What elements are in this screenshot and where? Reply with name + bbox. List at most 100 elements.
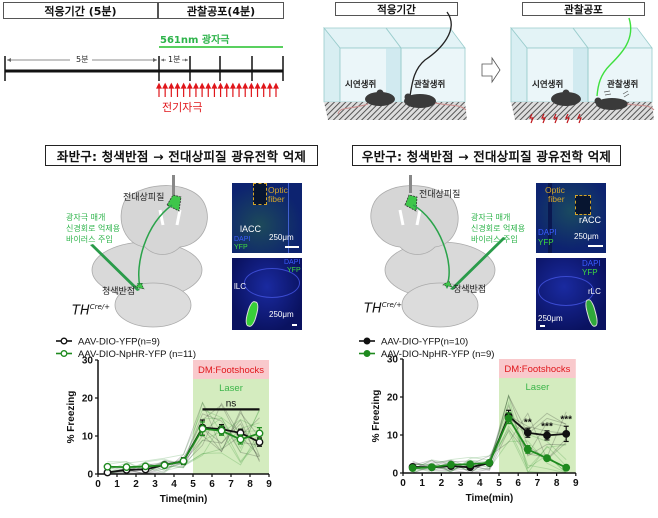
svg-text:10: 10 — [387, 431, 399, 442]
svg-text:3: 3 — [458, 478, 464, 489]
optic-fiber-label: fiber — [268, 194, 285, 204]
svg-text:7: 7 — [228, 479, 234, 490]
setup-observation-header: 관찰공포 — [522, 2, 645, 16]
dapi-label: DAPI — [284, 259, 301, 266]
virus-label-line: 바이러스 주입 — [471, 235, 518, 244]
dapi-label: DAPI — [582, 259, 601, 268]
svg-text:9: 9 — [266, 479, 272, 490]
one-min-label: 1분 — [167, 54, 182, 65]
svg-text:7: 7 — [535, 478, 541, 489]
left-acc-micrograph: Optic fiber lACC DAPI YFP 250μm — [232, 183, 302, 253]
phase-observation-header: 관찰공포(4분) — [158, 2, 284, 19]
svg-text:***: *** — [560, 414, 572, 425]
genotype-superscript: Cre/+ — [89, 303, 111, 311]
svg-text:***: *** — [541, 421, 553, 432]
footshock-icons — [529, 113, 582, 124]
svg-text:% Freezing: % Freezing — [371, 390, 382, 443]
shock-label: 전기자극 — [162, 101, 203, 114]
svg-text:0: 0 — [400, 478, 406, 489]
region-label: rACC — [579, 215, 601, 225]
demonstrator-label-adaptation: 시연생쥐 — [345, 80, 377, 90]
svg-text:ns: ns — [226, 398, 237, 409]
region-label: rLC — [588, 287, 601, 296]
yfp-label: YFP — [287, 267, 301, 274]
svg-text:0: 0 — [95, 479, 101, 490]
right-lc-micrograph: DAPI YFP rLC 250μm — [536, 258, 606, 330]
svg-text:6: 6 — [209, 479, 215, 490]
virus-label-line: 신경회로 억제용 — [66, 224, 121, 233]
optic-fiber-label: fiber — [548, 194, 565, 204]
left-lc-label: 청색반점 — [102, 287, 136, 297]
svg-text:0: 0 — [392, 469, 398, 480]
svg-text:20: 20 — [387, 393, 399, 404]
svg-text:4: 4 — [477, 478, 483, 489]
svg-text:8: 8 — [554, 478, 560, 489]
svg-text:DM:Footshocks: DM:Footshocks — [504, 364, 570, 375]
demonstrator-label-observation: 시연생쥐 — [532, 80, 564, 90]
dapi-label: DAPI — [234, 236, 251, 243]
observer-label-observation: 관찰생쥐 — [607, 80, 639, 90]
svg-text:AAV-DIO-NpHR-YFP (n=11): AAV-DIO-NpHR-YFP (n=11) — [78, 349, 196, 360]
virus-label-line: 광자극 매개 — [471, 213, 511, 222]
dapi-label: DAPI — [538, 228, 557, 237]
laser-stim-label: 561nm 광자극 — [160, 35, 230, 46]
svg-text:Laser: Laser — [526, 382, 550, 393]
svg-text:1: 1 — [419, 478, 425, 489]
scale-bar — [540, 325, 545, 327]
setup-adaptation-header: 적응기간 — [335, 2, 458, 16]
genotype-superscript: Cre/+ — [381, 301, 403, 309]
yfp-label: YFP — [582, 268, 598, 277]
svg-text:6: 6 — [515, 478, 521, 489]
svg-text:5: 5 — [190, 479, 196, 490]
left-freezing-chart: DM:Footshocks Laser 0 1 2 3 4 5 6 7 8 9 0 10 20 30 Time(… — [56, 337, 272, 505]
right-acc-micrograph: Optic fiber rACC DAPI YFP 250μm — [536, 183, 606, 253]
svg-text:Laser: Laser — [219, 383, 243, 394]
svg-text:0: 0 — [87, 470, 93, 481]
genotype-text: TH — [364, 301, 382, 317]
left-hemisphere-title: 좌반구: 청색반점 → 전대상피질 광유전학 억제 — [45, 145, 318, 166]
svg-text:1: 1 — [114, 479, 120, 490]
left-brain-schematic — [90, 175, 208, 328]
region-label: lACC — [240, 224, 262, 234]
svg-text:2: 2 — [133, 479, 139, 490]
scale-label: 250μm — [538, 314, 563, 323]
virus-label-line: 바이러스 주입 — [66, 235, 113, 244]
transition-arrow-icon — [481, 56, 501, 84]
virus-label-line: 신경회로 억제용 — [471, 224, 526, 233]
chamber-observation — [510, 17, 655, 124]
svg-text:30: 30 — [82, 356, 94, 367]
svg-text:5: 5 — [496, 478, 502, 489]
scale-bar — [292, 324, 297, 326]
svg-text:4: 4 — [171, 479, 177, 490]
svg-text:8: 8 — [247, 479, 253, 490]
svg-text:% Freezing: % Freezing — [66, 391, 77, 444]
scale-bar — [285, 246, 299, 248]
genotype-text: TH — [72, 303, 90, 319]
left-genotype: THCre/+ — [72, 303, 110, 318]
svg-text:9: 9 — [573, 478, 579, 489]
left-virus-label: 광자극 매개 신경회로 억제용 바이러스 주입 — [66, 212, 120, 245]
right-virus-label: 광자극 매개 신경회로 억제용 바이러스 주입 — [471, 212, 525, 245]
svg-text:Time(min): Time(min) — [160, 494, 208, 505]
scale-label: 250μm — [269, 310, 294, 319]
region-label: lLC — [234, 282, 247, 291]
behavior-setup-illustration — [323, 11, 655, 124]
left-acc-label: 전대상피질 — [123, 193, 165, 203]
phase-adaptation-header: 적응기간 (5분) — [3, 2, 158, 19]
svg-text:30: 30 — [387, 355, 399, 366]
yfp-label: YFP — [538, 238, 554, 247]
svg-text:DM:Footshocks: DM:Footshocks — [198, 365, 264, 376]
scale-label: 250μm — [574, 232, 599, 241]
svg-text:20: 20 — [82, 394, 94, 405]
svg-text:2: 2 — [439, 478, 445, 489]
optic-fiber-label: Optic — [268, 185, 288, 195]
scale-bar — [588, 245, 603, 247]
svg-text:**: ** — [524, 418, 532, 429]
svg-text:AAV-DIO-YFP(n=10): AAV-DIO-YFP(n=10) — [381, 337, 468, 348]
right-genotype: THCre/+ — [364, 301, 402, 316]
right-lc-label: 청색반점 — [453, 285, 487, 295]
svg-text:10: 10 — [82, 432, 94, 443]
right-freezing-chart: DM:Footshocks Laser 0 1 2 3 4 5 6 7 8 9 0 10 20 30 Time(… — [359, 337, 579, 504]
svg-text:AAV-DIO-YFP(n=9): AAV-DIO-YFP(n=9) — [78, 337, 160, 348]
yfp-label: YFP — [234, 244, 248, 251]
